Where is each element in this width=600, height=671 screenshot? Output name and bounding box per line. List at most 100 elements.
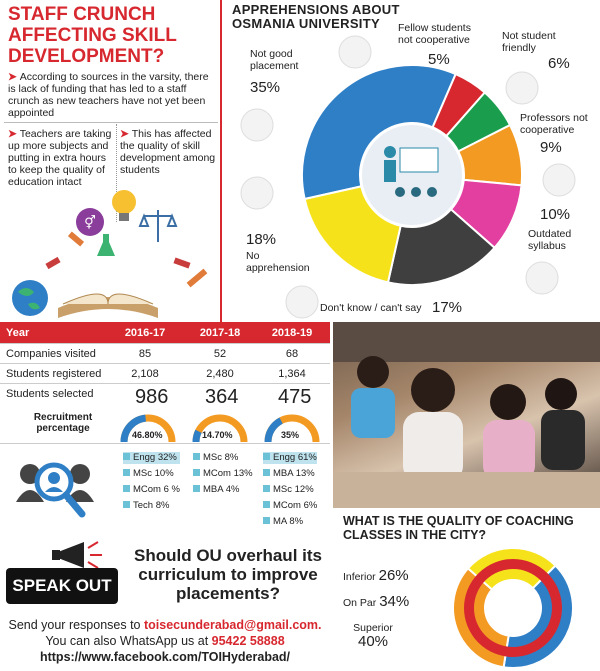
students-photo <box>333 322 600 508</box>
coaching-quality-panel: WHAT IS THE QUALITY OF COACHING CLASSES … <box>333 508 600 671</box>
table-row: Companies visited 85 52 68 <box>0 344 330 364</box>
degree-item-text: MCom 6 % <box>133 484 180 495</box>
degree-item-text: MA 8% <box>273 516 304 527</box>
degree-item: MBA 4% <box>193 484 253 496</box>
book-icon <box>58 293 158 318</box>
pct-not-good-placement: 35% <box>250 79 281 96</box>
speak-out-badge: SPEAK OUT <box>6 568 118 604</box>
professors-icon <box>542 163 576 197</box>
gauge-percent: 14.70% <box>202 430 233 440</box>
label-superior: Superior 40% <box>343 622 403 650</box>
degree-item: MCom 6 % <box>123 484 180 496</box>
degree-item-text: MSc 12% <box>273 484 314 495</box>
coaching-title: WHAT IS THE QUALITY OF COACHING CLASSES … <box>343 514 574 542</box>
lightbulb-icon <box>112 190 136 214</box>
pct-fellow-students: 5% <box>428 51 450 68</box>
degree-item-text: MBA 13% <box>273 468 315 479</box>
degree-item: Engg 61% <box>263 452 318 464</box>
selected-value: 364 <box>205 386 239 408</box>
degree-item: MCom 13% <box>193 468 253 480</box>
degree-item-text: Tech 8% <box>133 500 170 511</box>
speak-question: Should OU overhaul its curriculum to imp… <box>134 546 322 603</box>
pct-dont-know: 17% <box>432 299 463 316</box>
degree-item: MSc 8% <box>193 452 253 464</box>
row-label: Companies visited <box>6 348 96 360</box>
label-on-par-text: On Par <box>343 597 377 609</box>
label-outdated-syllabus: Outdated syllabus <box>528 228 572 252</box>
email-link[interactable]: toisecunderabad@gmail.com. <box>144 618 322 632</box>
cell: 2,108 <box>131 368 159 380</box>
gauge-percent: 35% <box>281 430 300 440</box>
students-illustration <box>333 322 600 508</box>
pencil-icon <box>186 268 208 288</box>
donut-slice-0 <box>301 64 458 201</box>
degree-list-2017: MSc 8% MCom 13% MBA 4% <box>193 452 253 500</box>
degree-item: MSc 10% <box>123 468 180 480</box>
table-header-row: Year 2016-17 2017-18 2018-19 <box>0 322 330 344</box>
pencil-icon <box>67 231 85 247</box>
degree-item-text: Engg 61% <box>273 452 317 463</box>
degree-item: Tech 8% <box>123 500 180 512</box>
degree-item: MCom 6% <box>263 500 317 512</box>
table-row: Students registered 2,108 2,480 1,364 <box>0 364 330 384</box>
degree-item-text: MSc 8% <box>203 452 239 463</box>
label-not-good-placement: Not good placement <box>250 48 299 72</box>
label-inferior-text: Inferior <box>343 571 376 583</box>
reader-icon <box>285 285 319 319</box>
inner-ring <box>464 559 562 657</box>
degree-item-text: Engg 32% <box>133 452 177 463</box>
table-row-selected: Students selected Recruitment percentage… <box>0 384 330 444</box>
label-professors: Professors not cooperative <box>520 112 588 136</box>
label-superior-text: Superior <box>353 622 393 634</box>
teacher-icon <box>384 146 439 197</box>
whatsapp-number[interactable]: 95422 58888 <box>211 634 285 648</box>
speak-out-panel: SPEAK OUT Should OU overhaul its curricu… <box>0 534 330 671</box>
label-not-student-friendly: Not student friendly <box>502 30 556 54</box>
pct-superior: 40% <box>357 633 389 650</box>
recruitment-gauge <box>120 414 176 443</box>
books-icon <box>525 261 559 295</box>
recruitment-gauge <box>192 414 248 443</box>
header-2018: 2018-19 <box>271 327 313 339</box>
send-line: Send your responses to toisecunderabad@g… <box>0 618 330 632</box>
staff-point-funding: ➤ According to sources in the varsity, t… <box>8 71 209 119</box>
staff-point-skill-text: This has affected the quality of skill d… <box>120 128 216 176</box>
job-search-icon <box>16 462 94 518</box>
selected-value: 986 <box>135 386 169 408</box>
staff-point-teachers-text: Teachers are taking up more subjects and… <box>8 128 112 188</box>
label-inferior: Inferior 26% <box>343 568 409 584</box>
degree-list-2016: Engg 32% MSc 10% MCom 6 % Tech 8% <box>123 452 180 516</box>
cell: 85 <box>138 348 152 360</box>
placements-table: Year 2016-17 2017-18 2018-19 Companies v… <box>0 322 330 534</box>
staff-point-funding-text: According to sources in the varsity, the… <box>8 71 209 119</box>
send-prefix: Send your responses to <box>8 618 141 632</box>
gauge-percent: 46.80% <box>132 430 163 440</box>
degree-item-text: MCom 6% <box>273 500 318 511</box>
degree-item: MBA 13% <box>263 468 317 480</box>
degree-item: Engg 32% <box>123 452 180 464</box>
pct-no-apprehension: 18% <box>246 231 277 248</box>
globe-icon <box>12 280 48 316</box>
apprehensions-title: APPREHENSIONS ABOUT OSMANIA UNIVERSITY <box>232 3 402 31</box>
header-2016: 2016-17 <box>124 327 166 339</box>
facebook-link[interactable]: https://www.facebook.com/TOIHyderabad/ <box>39 650 291 664</box>
row-label: Students registered <box>6 368 102 380</box>
megaphone-icon <box>52 541 102 569</box>
degree-list-2018: Engg 61% MBA 13% MSc 12% MCom 6% MA 8% <box>263 452 318 532</box>
classroom-icon <box>240 176 274 210</box>
recruitment-gauge <box>264 414 320 443</box>
header-year: Year <box>6 327 30 339</box>
apprehensions-title-text: APPREHENSIONS ABOUT OSMANIA UNIVERSITY <box>232 2 400 31</box>
degree-item: MA 8% <box>263 516 317 528</box>
diploma-icon <box>173 257 191 269</box>
flask-icon <box>97 234 115 256</box>
cell: 52 <box>213 348 227 360</box>
staff-crunch-panel: STAFF CRUNCH AFFECTING SKILL DEVELOPMENT… <box>0 0 222 322</box>
pct-not-student-friendly: 6% <box>548 55 570 72</box>
pct-on-par: 34% <box>379 593 410 610</box>
recruitment-label: Recruitment percentage <box>33 412 93 434</box>
whatsapp-prefix: You can also WhatsApp us at <box>45 634 209 648</box>
scale-icon <box>138 210 178 242</box>
pct-outdated-syllabus: 10% <box>540 206 571 223</box>
label-fellow-students: Fellow students not cooperative <box>398 22 471 46</box>
